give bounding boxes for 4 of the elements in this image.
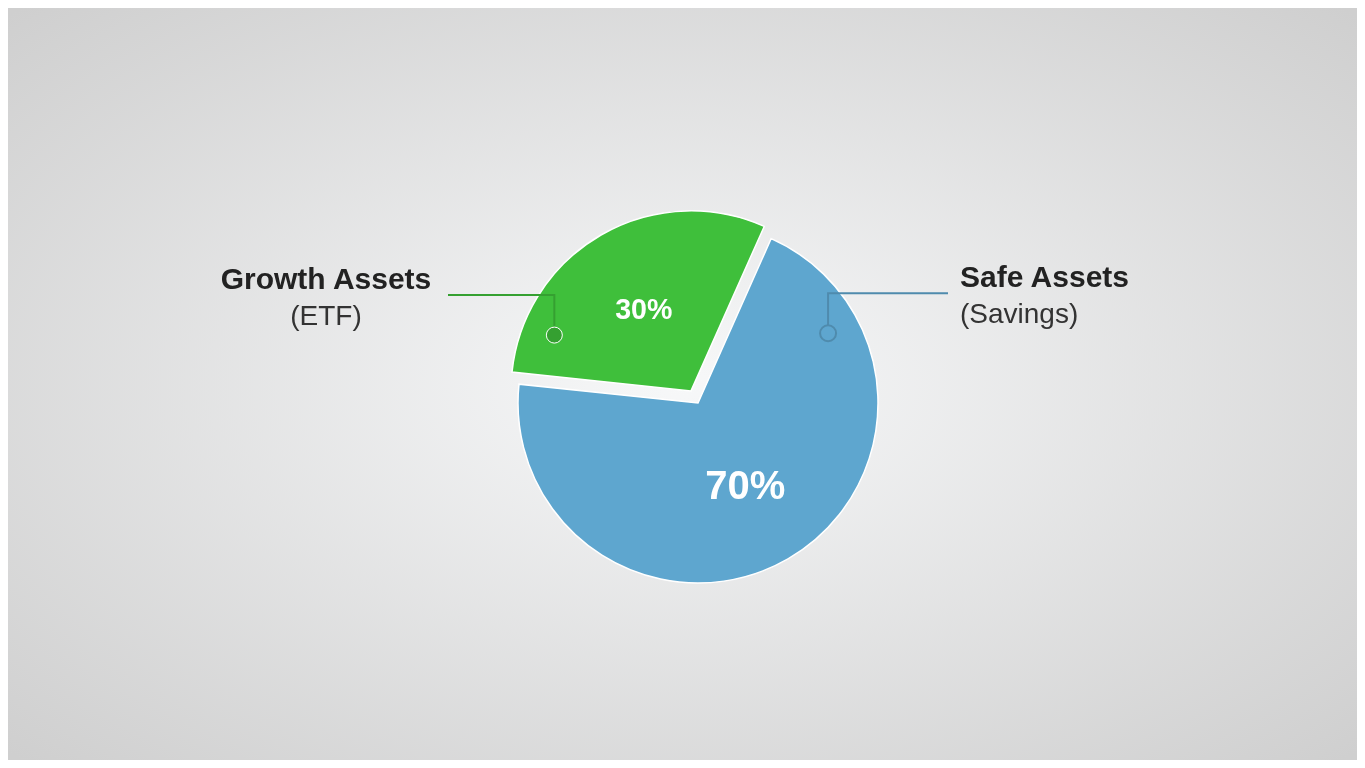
- data-label: 70%: [705, 462, 786, 507]
- data-label: 30%: [615, 293, 673, 326]
- slice-label: Safe Assets (Savings): [960, 260, 1129, 330]
- slice-label: Growth Assets (ETF): [220, 262, 432, 332]
